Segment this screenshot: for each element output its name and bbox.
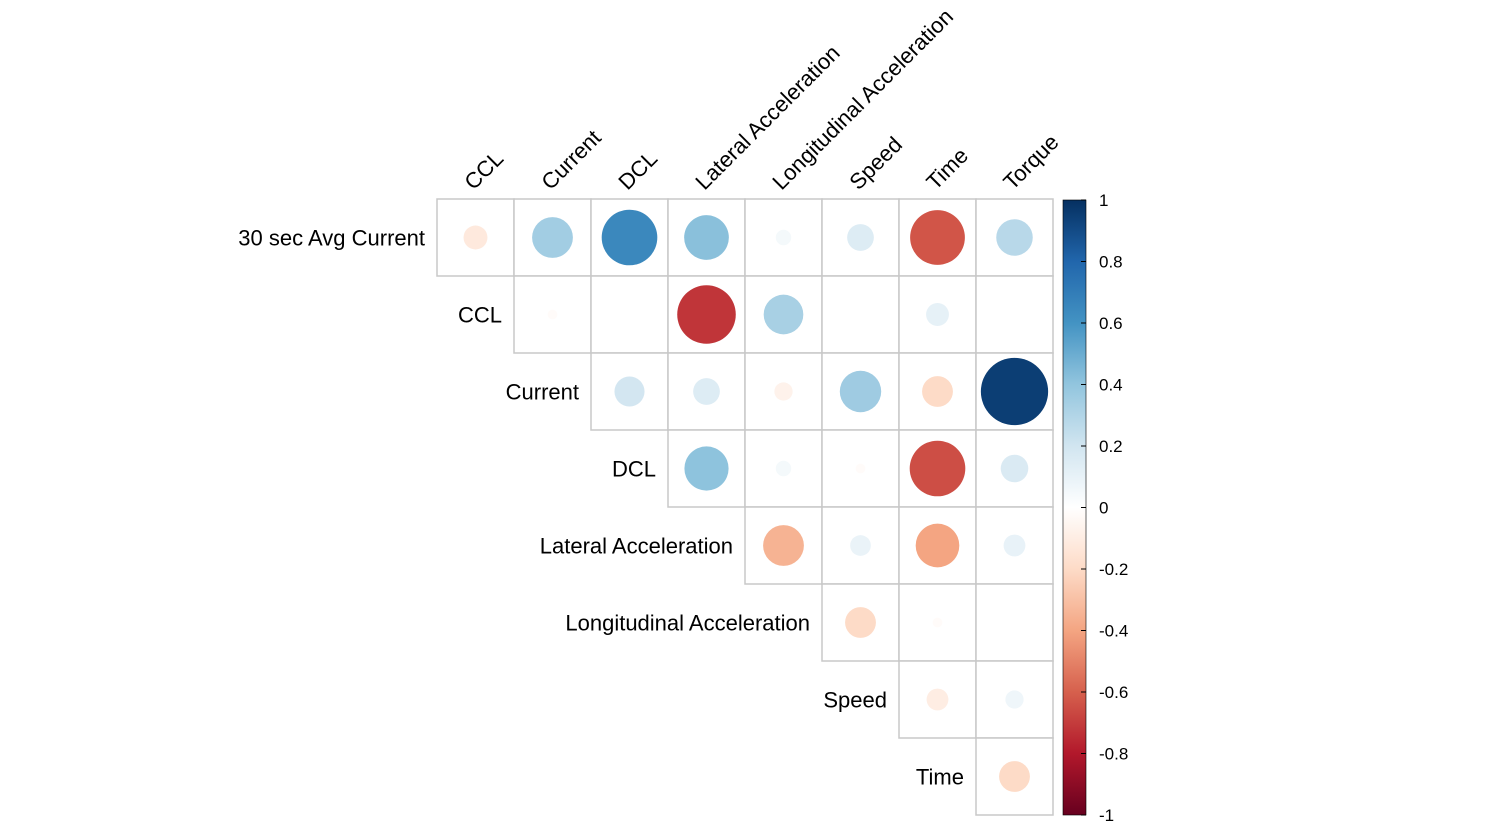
row-label: Longitudinal Acceleration bbox=[565, 611, 810, 636]
corr-circle-r0-c4 bbox=[775, 229, 792, 246]
colorbar-tick-label: 0 bbox=[1099, 499, 1108, 518]
corr-circle-r0-c5 bbox=[847, 224, 874, 251]
corr-circle-r4-c5 bbox=[850, 535, 871, 556]
corr-circle-r0-c2 bbox=[601, 209, 658, 266]
column-label: CCL bbox=[459, 146, 508, 195]
corr-circle-r6-c6 bbox=[926, 688, 949, 711]
corr-circle-r3-c6 bbox=[909, 440, 966, 497]
cell-r7-c7 bbox=[975, 737, 1054, 816]
corr-circle-r3-c5 bbox=[855, 463, 866, 474]
colorbar-tick-label: 0.4 bbox=[1099, 376, 1123, 395]
column-label: DCL bbox=[613, 146, 662, 195]
corr-circle-r4-c7 bbox=[1003, 534, 1026, 557]
cell-r1-c7 bbox=[975, 275, 1054, 354]
corr-circle-r4-c6 bbox=[915, 523, 960, 568]
cells-layer bbox=[436, 198, 1054, 816]
column-label: Time bbox=[921, 143, 973, 195]
corr-circle-r3-c3 bbox=[684, 446, 729, 491]
colorbar-tick-label: -0.6 bbox=[1099, 683, 1128, 702]
corr-circle-r0-c3 bbox=[684, 215, 729, 260]
column-label: Current bbox=[536, 125, 606, 195]
cell-r0-c7 bbox=[975, 198, 1054, 277]
corr-circle-r0-c6 bbox=[910, 210, 965, 265]
cell-r2-c3 bbox=[667, 352, 746, 431]
colorbar-tick-label: 0.8 bbox=[1099, 253, 1123, 272]
row-label: Current bbox=[506, 380, 579, 405]
colorbar-tick-label: -0.2 bbox=[1099, 560, 1128, 579]
row-labels: 30 sec Avg Current CCL Current DCL Lateral A… bbox=[238, 226, 964, 790]
corr-circle-r2-c6 bbox=[922, 376, 953, 407]
corr-circle-r1-c3 bbox=[677, 285, 736, 344]
colorbar-tick-label: -0.4 bbox=[1099, 622, 1128, 641]
row-label: 30 sec Avg Current bbox=[238, 226, 425, 251]
corr-circle-r2-c7 bbox=[980, 357, 1049, 426]
column-labels: CCL Current DCL Lateral AccelerationLongitu… bbox=[459, 4, 1063, 195]
corr-circle-r4-c4 bbox=[763, 525, 804, 566]
column-label: Torque bbox=[998, 129, 1063, 194]
corr-circle-r0-c0 bbox=[463, 225, 488, 250]
colorbar-tick-label: 0.6 bbox=[1099, 314, 1123, 333]
corr-circle-r6-c7 bbox=[1005, 690, 1024, 709]
corr-circle-r0-c7 bbox=[996, 219, 1033, 256]
circles-layer bbox=[463, 209, 1049, 792]
column-label: Lateral Acceleration bbox=[690, 40, 844, 194]
colorbar-tick-label: -0.8 bbox=[1099, 745, 1128, 764]
cell-r1-c5 bbox=[821, 275, 900, 354]
cell-r1-c2 bbox=[590, 275, 669, 354]
corr-circle-r2-c4 bbox=[774, 382, 793, 401]
corr-circle-r3-c7 bbox=[1000, 454, 1029, 483]
colorbar: 1 0.8 0.6 0.4 0.2 0 -0.2 -0.4 -0.6 -0.8 -1 bbox=[1062, 191, 1128, 825]
corr-circle-r1-c1 bbox=[547, 309, 558, 320]
column-label: Speed bbox=[844, 132, 907, 195]
row-label: Lateral Acceleration bbox=[540, 534, 733, 559]
corr-circle-r2-c5 bbox=[839, 370, 882, 413]
corr-circle-r3-c4 bbox=[775, 460, 792, 477]
corr-circle-r2-c2 bbox=[614, 376, 645, 407]
corr-circle-r1-c4 bbox=[763, 294, 804, 335]
corr-circle-r5-c5 bbox=[845, 607, 876, 638]
row-label: DCL bbox=[612, 457, 656, 482]
corr-circle-r2-c3 bbox=[693, 378, 720, 405]
row-label: Speed bbox=[823, 688, 887, 713]
row-label: Time bbox=[916, 765, 964, 790]
colorbar-tick-label: 0.2 bbox=[1099, 437, 1123, 456]
cell-r5-c7 bbox=[975, 583, 1054, 662]
row-label: CCL bbox=[458, 303, 502, 328]
colorbar-tick-label: -1 bbox=[1099, 806, 1114, 825]
corr-circle-r0-c1 bbox=[532, 217, 573, 258]
corr-circle-r1-c6 bbox=[926, 303, 949, 326]
corr-circle-r5-c6 bbox=[932, 617, 943, 628]
colorbar-tick-label: 1 bbox=[1099, 191, 1108, 210]
corr-circle-r7-c7 bbox=[999, 761, 1030, 792]
